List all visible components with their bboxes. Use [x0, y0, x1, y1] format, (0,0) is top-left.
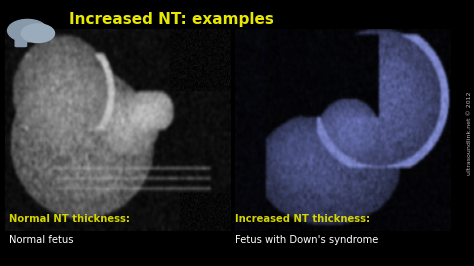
- Circle shape: [21, 24, 55, 43]
- Text: ultrasoundlink.net © 2012: ultrasoundlink.net © 2012: [467, 91, 472, 175]
- FancyBboxPatch shape: [15, 40, 27, 47]
- Circle shape: [8, 19, 47, 42]
- Text: Fetus with Down's syndrome: Fetus with Down's syndrome: [235, 235, 378, 246]
- Text: Normal fetus: Normal fetus: [9, 235, 74, 246]
- Text: Normal NT thickness:: Normal NT thickness:: [9, 214, 130, 224]
- Text: Increased NT thickness:: Increased NT thickness:: [235, 214, 370, 224]
- Text: Increased NT: examples: Increased NT: examples: [69, 12, 273, 27]
